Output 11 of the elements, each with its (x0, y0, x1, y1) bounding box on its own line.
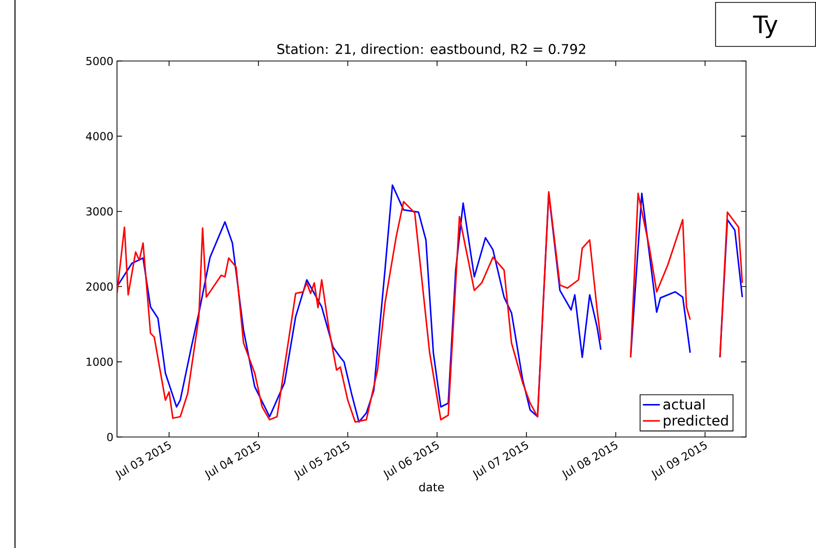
y-tick-label: 4000 (86, 132, 113, 140)
chart-title: Station: 21, direction: eastbound, R2 = 0.792 (277, 44, 586, 56)
y-tick-label: 2000 (86, 282, 113, 291)
x-axis-title: date (419, 482, 444, 492)
y-tick-label: 1000 (86, 358, 113, 366)
legend-label: predicted (664, 414, 728, 428)
y-tick-label: 3000 (86, 207, 113, 216)
y-tick-label: 5000 (86, 56, 113, 66)
legend-label: actual (663, 398, 704, 410)
text: Ty (752, 16, 778, 38)
y-tick-label: 0 (107, 432, 113, 442)
